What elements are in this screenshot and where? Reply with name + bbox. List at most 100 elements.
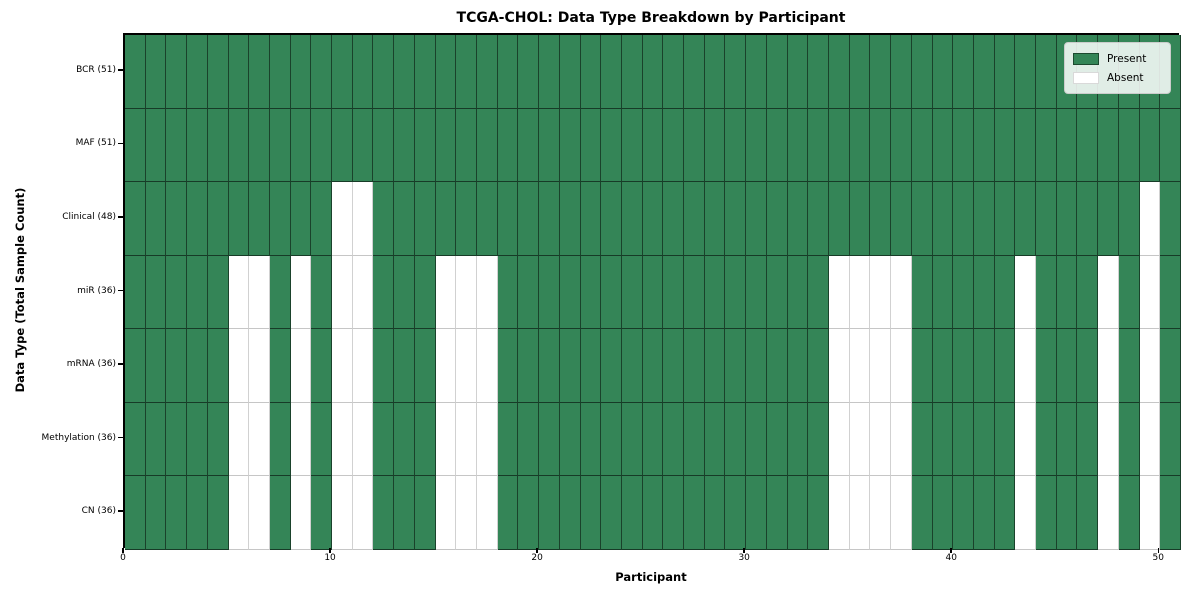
matrix-cell — [704, 182, 726, 256]
matrix-cell — [228, 255, 250, 330]
matrix-cell — [125, 108, 146, 183]
matrix-cell — [166, 329, 188, 403]
matrix-cell — [352, 35, 374, 109]
matrix-cell — [269, 476, 291, 550]
matrix-cell — [911, 108, 933, 183]
matrix-cell — [166, 35, 188, 109]
matrix-cell — [663, 329, 685, 403]
matrix-cell — [414, 182, 436, 256]
matrix-cell — [249, 329, 270, 403]
matrix-cell — [394, 35, 415, 109]
matrix-cell — [559, 402, 581, 477]
matrix-cell — [621, 329, 643, 403]
matrix-cell — [456, 255, 477, 330]
matrix-cell — [1160, 402, 1181, 477]
x-tick-label: 10 — [324, 553, 336, 563]
matrix-cell — [601, 182, 622, 256]
matrix-cell — [870, 35, 892, 109]
matrix-cell — [808, 182, 829, 256]
matrix-cell — [684, 402, 705, 477]
matrix-cell — [394, 255, 415, 330]
y-tick-mark — [118, 142, 123, 145]
x-tick-mark — [743, 548, 745, 553]
matrix-cell — [145, 329, 167, 403]
matrix-cell — [373, 108, 395, 183]
matrix-cell — [725, 329, 747, 403]
matrix-cell — [829, 476, 850, 550]
matrix-cell — [539, 476, 560, 550]
matrix-cell — [746, 182, 767, 256]
matrix-cell — [1056, 182, 1078, 256]
matrix-cell — [684, 476, 705, 550]
matrix-cell — [187, 108, 208, 183]
matrix-cell — [435, 329, 457, 403]
matrix-cell — [290, 402, 312, 477]
matrix-cell — [870, 329, 892, 403]
y-tick-mark — [118, 436, 123, 439]
matrix-cell — [539, 255, 560, 330]
x-tick-label: 30 — [738, 553, 750, 563]
matrix-cell — [870, 182, 892, 256]
matrix-cell — [290, 329, 312, 403]
matrix-cell — [228, 108, 250, 183]
matrix-cell — [1015, 108, 1037, 183]
matrix-cell — [332, 35, 353, 109]
matrix-cell — [1056, 108, 1078, 183]
matrix-cell — [704, 402, 726, 477]
matrix-cell — [973, 329, 995, 403]
matrix-cell — [1118, 255, 1140, 330]
matrix-cell — [684, 329, 705, 403]
matrix-cell — [539, 329, 560, 403]
matrix-cell — [249, 108, 270, 183]
matrix-cell — [642, 255, 664, 330]
matrix-cell — [518, 476, 540, 550]
matrix-cell — [766, 329, 788, 403]
matrix-cell — [746, 476, 767, 550]
matrix-cell — [642, 329, 664, 403]
matrix-cell — [601, 476, 622, 550]
matrix-cell — [870, 402, 892, 477]
matrix-cell — [249, 35, 270, 109]
matrix-cell — [373, 476, 395, 550]
plot-area: Present Absent — [123, 33, 1181, 550]
matrix-cell — [518, 108, 540, 183]
matrix-cell — [808, 402, 829, 477]
matrix-cell — [1160, 255, 1181, 330]
matrix-cell — [787, 108, 809, 183]
matrix-cell — [332, 255, 353, 330]
matrix-cell — [870, 476, 892, 550]
matrix-cell — [684, 182, 705, 256]
matrix-cell — [787, 402, 809, 477]
matrix-cell — [663, 402, 685, 477]
matrix-cell — [725, 402, 747, 477]
matrix-cell — [746, 402, 767, 477]
matrix-cell — [373, 402, 395, 477]
matrix-cell — [559, 329, 581, 403]
matrix-cell — [497, 329, 519, 403]
matrix-cell — [725, 476, 747, 550]
y-tick-mark — [118, 216, 123, 218]
matrix-cell — [746, 108, 767, 183]
matrix-cell — [601, 402, 622, 477]
y-tick-label: Methylation (36) — [41, 432, 116, 443]
matrix-cell — [621, 402, 643, 477]
matrix-cell — [1118, 182, 1140, 256]
matrix-cell — [601, 255, 622, 330]
matrix-cell — [166, 402, 188, 477]
y-tick-mark — [118, 510, 123, 512]
matrix-cell — [1036, 35, 1057, 109]
matrix-cell — [187, 255, 208, 330]
matrix-cell — [642, 182, 664, 256]
matrix-cell — [973, 35, 995, 109]
matrix-cell — [953, 476, 974, 550]
matrix-cell — [477, 476, 498, 550]
matrix-cell — [539, 402, 560, 477]
matrix-cell — [1139, 108, 1161, 183]
matrix-cell — [1056, 476, 1078, 550]
matrix-cell — [311, 108, 333, 183]
matrix-cell — [663, 35, 685, 109]
matrix-cell — [580, 35, 602, 109]
matrix-cell — [725, 35, 747, 109]
matrix-cell — [414, 35, 436, 109]
matrix-cell — [1160, 108, 1181, 183]
